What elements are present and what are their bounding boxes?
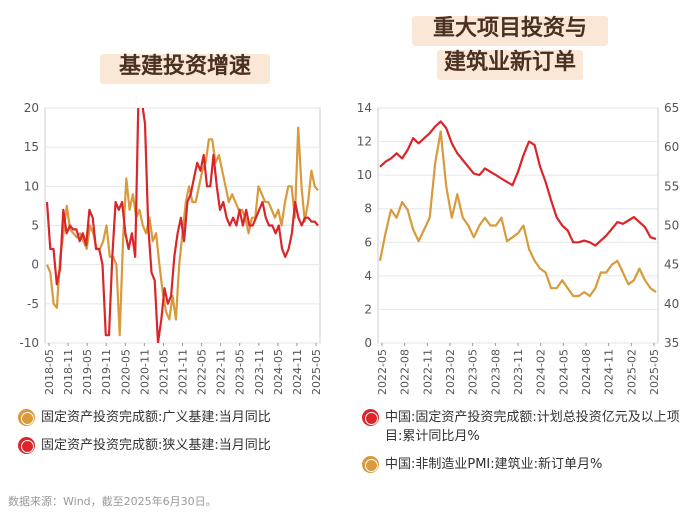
major-projects-construction-chart: 0 2 4 6 8 10 12 14 35 40 45 50 55 60 65 2022-05 2022-08 2… bbox=[357, 101, 680, 395]
series-line-1 bbox=[45, 108, 319, 343]
x-tick-label: 2024-11 bbox=[291, 349, 304, 395]
y2-tick-label: 55 bbox=[664, 179, 679, 193]
right-chart-title-line1: 重大项目投资与 bbox=[432, 16, 587, 41]
x-tick-label: 2025-05 bbox=[648, 349, 661, 395]
y-tick-label: 15 bbox=[24, 140, 39, 154]
x-tick-label: 2020-11 bbox=[138, 349, 151, 395]
legend-item-broad-infra: 固定资产投资完成额:广义基建:当月同比 bbox=[18, 408, 338, 427]
x-tick-label: 2022-05 bbox=[196, 349, 209, 395]
legend-marker-red bbox=[362, 409, 379, 426]
x-tick-label: 2018-11 bbox=[62, 349, 75, 395]
y2-tick-label: 60 bbox=[664, 140, 679, 154]
y-tick-label: 2 bbox=[364, 302, 372, 316]
x-tick-label: 2023-02 bbox=[444, 349, 457, 395]
y-tick-label: 0 bbox=[364, 336, 372, 350]
series-line-1 bbox=[378, 130, 657, 298]
y-tick-label: 8 bbox=[364, 202, 372, 216]
x-tick-label: 2023-11 bbox=[512, 349, 525, 395]
x-tick-label: 2019-05 bbox=[81, 349, 94, 395]
legend-label: 中国:非制造业PMI:建筑业:新订单月% bbox=[385, 457, 603, 472]
legend-item-major-projects: 中国:固定资产投资完成额:计划总投资亿元及以上项目:累计同比月% bbox=[362, 408, 690, 446]
x-tick-label: 2022-11 bbox=[215, 349, 228, 395]
x-tick-label: 2022-11 bbox=[421, 349, 434, 395]
y-tick-label: 12 bbox=[357, 135, 372, 149]
y-tick-label: -5 bbox=[27, 297, 39, 311]
legend-item-construction-pmi: 中国:非制造业PMI:建筑业:新订单月% bbox=[362, 455, 690, 474]
x-tick-label: 2023-08 bbox=[489, 349, 502, 395]
infrastructure-growth-chart: -10 -5 0 5 10 15 20 2018-05 2018-11 2019-05 2019-1… bbox=[19, 101, 323, 395]
x-tick-label: 2021-11 bbox=[177, 349, 190, 395]
y-tick-label: -10 bbox=[19, 336, 39, 350]
legend-marker-gold bbox=[18, 409, 35, 426]
x-tick-label: 2023-05 bbox=[234, 349, 247, 395]
left-legend: 固定资产投资完成额:广义基建:当月同比 固定资产投资完成额:狭义基建:当月同比 bbox=[18, 408, 338, 464]
x-tick-label: 2018-05 bbox=[43, 349, 56, 395]
x-tick-label: 2025-05 bbox=[310, 349, 323, 395]
y2-tick-label: 50 bbox=[664, 219, 679, 233]
x-tick-label: 2024-05 bbox=[272, 349, 285, 395]
right-chart-title-line2: 建筑业新订单 bbox=[443, 50, 576, 75]
x-tick-label: 2019-11 bbox=[100, 349, 113, 395]
y-tick-label: 14 bbox=[357, 101, 372, 115]
x-tick-label: 2024-05 bbox=[557, 349, 570, 395]
series-line-0 bbox=[379, 120, 657, 247]
y-tick-label: 6 bbox=[364, 235, 372, 249]
legend-label: 固定资产投资完成额:广义基建:当月同比 bbox=[41, 410, 271, 425]
x-tick-label: 2023-11 bbox=[253, 349, 266, 395]
y-tick-label: 20 bbox=[24, 101, 39, 115]
legend-label: 中国:固定资产投资完成额:计划总投资亿元及以上项目:累计同比月% bbox=[385, 410, 680, 444]
data-source-note: 数据来源：Wind，截至2025年6月30日。 bbox=[8, 495, 217, 508]
left-chart-title: 基建投资增速 bbox=[118, 54, 251, 79]
x-tick-label: 2025-02 bbox=[625, 349, 638, 395]
x-tick-label: 2024-08 bbox=[580, 349, 593, 395]
legend-marker-gold bbox=[362, 456, 379, 473]
legend-label: 固定资产投资完成额:狭义基建:当月同比 bbox=[41, 438, 271, 453]
y2-tick-label: 45 bbox=[664, 258, 679, 272]
x-tick-label: 2022-05 bbox=[376, 349, 389, 395]
legend-item-narrow-infra: 固定资产投资完成额:狭义基建:当月同比 bbox=[18, 436, 338, 455]
y-tick-label: 10 bbox=[24, 179, 39, 193]
y2-tick-label: 65 bbox=[664, 101, 679, 115]
y-tick-label: 5 bbox=[31, 219, 39, 233]
y-tick-label: 0 bbox=[31, 258, 39, 272]
x-tick-label: 2024-02 bbox=[535, 349, 548, 395]
x-tick-label: 2020-05 bbox=[119, 349, 132, 395]
y-tick-label: 4 bbox=[364, 269, 372, 283]
x-tick-label: 2023-05 bbox=[467, 349, 480, 395]
right-legend: 中国:固定资产投资完成额:计划总投资亿元及以上项目:累计同比月% 中国:非制造业… bbox=[362, 408, 690, 483]
x-tick-label: 2021-05 bbox=[157, 349, 170, 395]
x-tick-label: 2022-08 bbox=[399, 349, 412, 395]
y-tick-label: 10 bbox=[357, 168, 372, 182]
y2-tick-label: 40 bbox=[664, 297, 679, 311]
legend-marker-red bbox=[18, 437, 35, 454]
y2-tick-label: 35 bbox=[664, 336, 679, 350]
x-tick-label: 2024-11 bbox=[603, 349, 616, 395]
